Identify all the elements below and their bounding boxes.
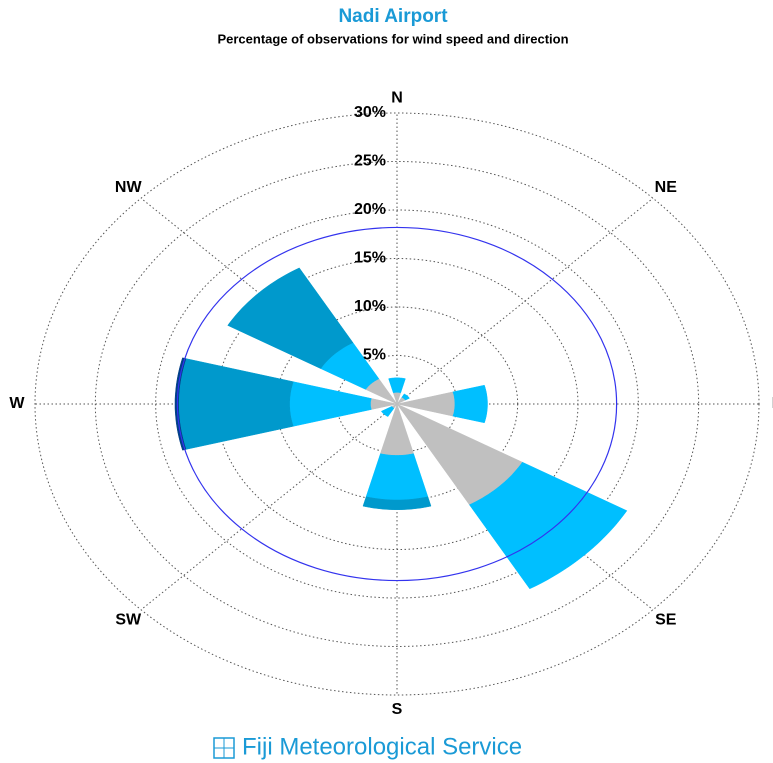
chart-title: Nadi Airport (338, 6, 448, 27)
footer: Fiji Meteorological Service (242, 733, 522, 760)
spoke (396, 197, 654, 405)
chart-subtitle: Percentage of observations for wind spee… (217, 31, 568, 46)
wind-sector (178, 358, 294, 450)
r-tick-label: 25% (354, 153, 386, 170)
r-tick-label: 15% (354, 250, 386, 267)
direction-label: SE (655, 611, 677, 628)
direction-label: E (772, 395, 773, 412)
direction-label: S (392, 701, 403, 718)
wind-sector (401, 393, 410, 401)
wind-sector (289, 381, 372, 427)
grid-ring (94, 161, 700, 647)
direction-label: W (9, 395, 25, 412)
r-tick-label: 5% (363, 347, 386, 364)
wind-sector (452, 384, 488, 424)
wind-sector (380, 406, 395, 417)
wind-sector (388, 377, 406, 394)
reference-ring (176, 226, 618, 582)
direction-label: NE (655, 179, 678, 196)
r-tick-label: 20% (354, 201, 386, 218)
wind-sector (227, 267, 354, 369)
r-tick-label: 30% (354, 104, 386, 121)
direction-label: N (391, 90, 403, 107)
grid-ring (34, 112, 760, 696)
wind-sector (362, 496, 432, 510)
r-tick-label: 10% (354, 298, 386, 315)
wind-sector (365, 453, 429, 501)
wind-sector (469, 461, 628, 590)
direction-label: SW (115, 611, 142, 628)
spoke (140, 403, 398, 611)
direction-label: NW (115, 179, 143, 196)
footer-logo (213, 737, 235, 759)
wind-sector (174, 357, 187, 451)
